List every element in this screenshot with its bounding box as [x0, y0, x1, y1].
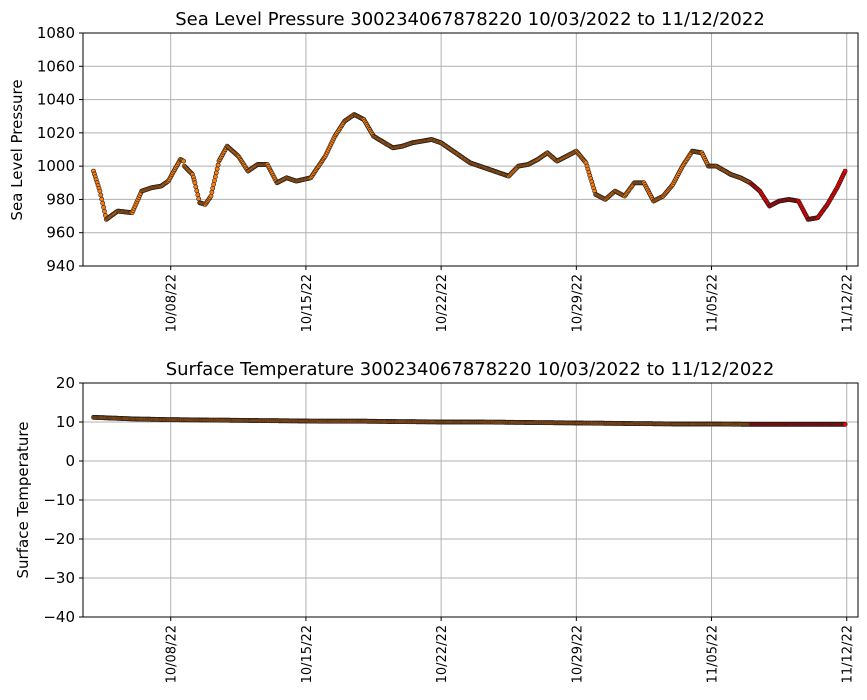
temperature-y-axis-label: Surface Temperature — [14, 422, 32, 579]
pressure-y-tick-label: 1040 — [37, 91, 75, 109]
pressure-data-point — [208, 193, 214, 199]
pressure-data-point — [99, 196, 105, 202]
temperature-y-tick-label: 20 — [56, 374, 75, 392]
pressure-y-ticks: 940 960 980 1000 1020 1040 1060 1080 — [37, 24, 83, 275]
temperature-y-ticks: −40 −30 −20 −10 0 10 20 — [43, 374, 83, 626]
pressure-data-point — [192, 180, 198, 186]
pressure-data-point — [194, 188, 200, 194]
pressure-chart-title: Sea Level Pressure 300234067878220 10/03… — [175, 9, 765, 30]
pressure-data-point — [213, 170, 219, 176]
pressure-data-point — [214, 166, 220, 172]
pressure-y-tick-label: 1080 — [37, 24, 75, 42]
pressure-y-tick-label: 1020 — [37, 124, 75, 142]
pressure-x-tick-label: 10/22/22 — [435, 274, 450, 332]
temperature-x-tick-label: 10/08/22 — [165, 625, 180, 683]
pressure-y-tick-label: 1000 — [37, 157, 75, 175]
temperature-y-tick-label: 10 — [56, 413, 75, 431]
temperature-x-tick-label: 11/12/22 — [841, 625, 856, 683]
temperature-points — [91, 414, 848, 427]
pressure-x-tick-label: 10/08/22 — [165, 274, 180, 332]
pressure-data-point — [101, 204, 106, 210]
pressure-data-point — [193, 184, 199, 190]
temperature-y-tick-label: −30 — [43, 569, 75, 587]
pressure-data-point — [212, 174, 218, 180]
temperature-chart-title: Surface Temperature 300234067878220 10/0… — [166, 359, 775, 380]
pressure-x-tick-label: 11/12/22 — [841, 274, 856, 332]
temperature-x-tick-label: 10/15/22 — [300, 625, 315, 683]
temperature-data-point — [842, 421, 848, 427]
temperature-x-tick-label: 10/22/22 — [435, 625, 450, 683]
pressure-data-point — [215, 162, 221, 168]
temperature-y-tick-label: −10 — [43, 491, 75, 509]
pressure-y-tick-label: 1060 — [37, 57, 75, 75]
pressure-data-point — [97, 188, 103, 194]
pressure-data-point — [210, 185, 216, 191]
temperature-panel: Surface Temperature 300234067878220 10/0… — [14, 359, 859, 683]
temperature-x-tick-label: 11/05/22 — [706, 625, 721, 683]
temperature-y-tick-label: −40 — [43, 608, 75, 626]
pressure-data-point — [181, 158, 186, 164]
pressure-y-tick-label: 980 — [46, 190, 75, 208]
pressure-grid — [83, 32, 858, 267]
pressure-data-point — [100, 200, 106, 206]
pressure-points — [91, 112, 848, 222]
pressure-data-point — [212, 178, 217, 183]
pressure-plot-frame — [82, 32, 859, 267]
temperature-x-ticks: 10/08/22 10/15/22 10/22/22 10/29/22 11/05/22… — [165, 617, 856, 683]
temperature-y-tick-label: −20 — [43, 530, 75, 548]
pressure-data-point — [102, 208, 107, 214]
pressure-x-tick-label: 11/05/22 — [706, 274, 721, 332]
pressure-y-axis-label: Sea Level Pressure — [8, 79, 26, 220]
pressure-data-point — [195, 192, 201, 198]
pressure-x-ticks: 10/08/22 10/15/22 10/22/22 10/29/22 11/05/22… — [165, 266, 856, 332]
pressure-data-point — [98, 192, 104, 198]
temperature-y-tick-label: 0 — [65, 452, 75, 470]
pressure-data-point — [842, 168, 848, 174]
pressure-data-point — [196, 196, 202, 202]
pressure-y-tick-label: 940 — [46, 257, 75, 275]
pressure-panel: Sea Level Pressure 300234067878220 10/03… — [8, 9, 859, 332]
temperature-x-tick-label: 10/29/22 — [570, 625, 585, 683]
pressure-data-point — [209, 189, 215, 195]
pressure-y-tick-label: 960 — [46, 224, 75, 242]
pressure-x-tick-label: 10/15/22 — [300, 274, 315, 332]
pressure-x-tick-label: 10/29/22 — [570, 274, 585, 332]
